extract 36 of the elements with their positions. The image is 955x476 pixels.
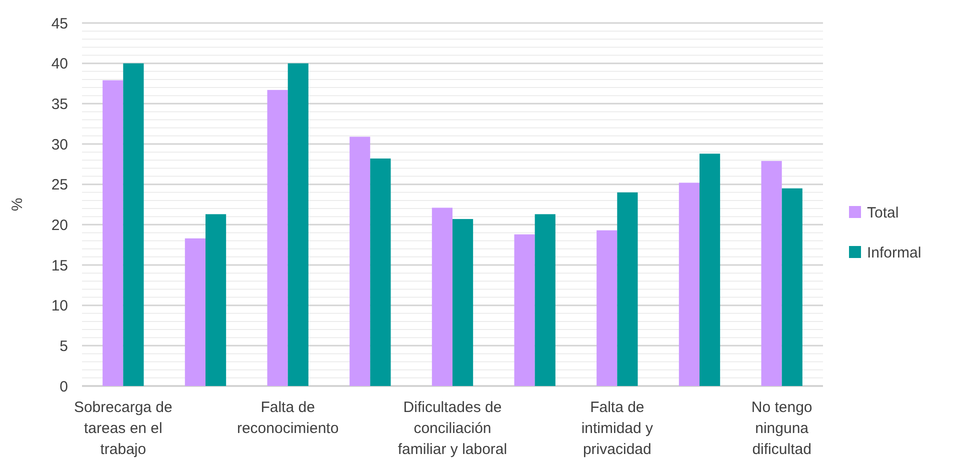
bar <box>206 214 226 386</box>
bar <box>123 63 144 386</box>
bar <box>514 234 535 386</box>
y-tick-label: 0 <box>60 378 68 396</box>
bar <box>432 208 452 386</box>
bar <box>267 90 288 386</box>
bar <box>617 192 638 386</box>
x-tick-label: Falta de reconocimiento <box>236 399 339 437</box>
bar <box>700 154 720 386</box>
y-tick-label: 15 <box>51 257 68 274</box>
bar <box>596 230 618 386</box>
y-tick-label: 25 <box>51 176 68 194</box>
y-tick-label: 35 <box>51 96 68 113</box>
y-tick-label: 10 <box>51 298 68 315</box>
x-tick-label: No tengo ninguna dificultad <box>751 399 812 458</box>
bar <box>678 182 700 386</box>
bar <box>534 214 556 386</box>
bar <box>102 80 124 386</box>
y-tick-label: 40 <box>51 56 68 73</box>
bar <box>370 158 391 386</box>
bar <box>761 160 782 386</box>
y-axis-title: % <box>9 198 26 212</box>
bar <box>350 136 370 386</box>
x-tick-label: Falta de intimidad y privacidad <box>581 399 654 458</box>
bar <box>288 63 308 386</box>
legend-label: Informal <box>867 244 922 262</box>
bar <box>184 238 206 386</box>
legend-label: Total <box>867 204 899 222</box>
y-tick-label: 20 <box>51 216 68 234</box>
x-tick-label: Dificultades de conciliación familiar y laboral <box>398 399 508 458</box>
bar <box>782 188 802 386</box>
y-tick-label: 5 <box>60 338 68 355</box>
y-tick-label: 45 <box>51 15 68 32</box>
bar <box>452 219 474 386</box>
y-tick-label: 30 <box>51 136 68 154</box>
x-tick-label: Sobrecarga de tareas en el trabajo <box>74 399 172 458</box>
